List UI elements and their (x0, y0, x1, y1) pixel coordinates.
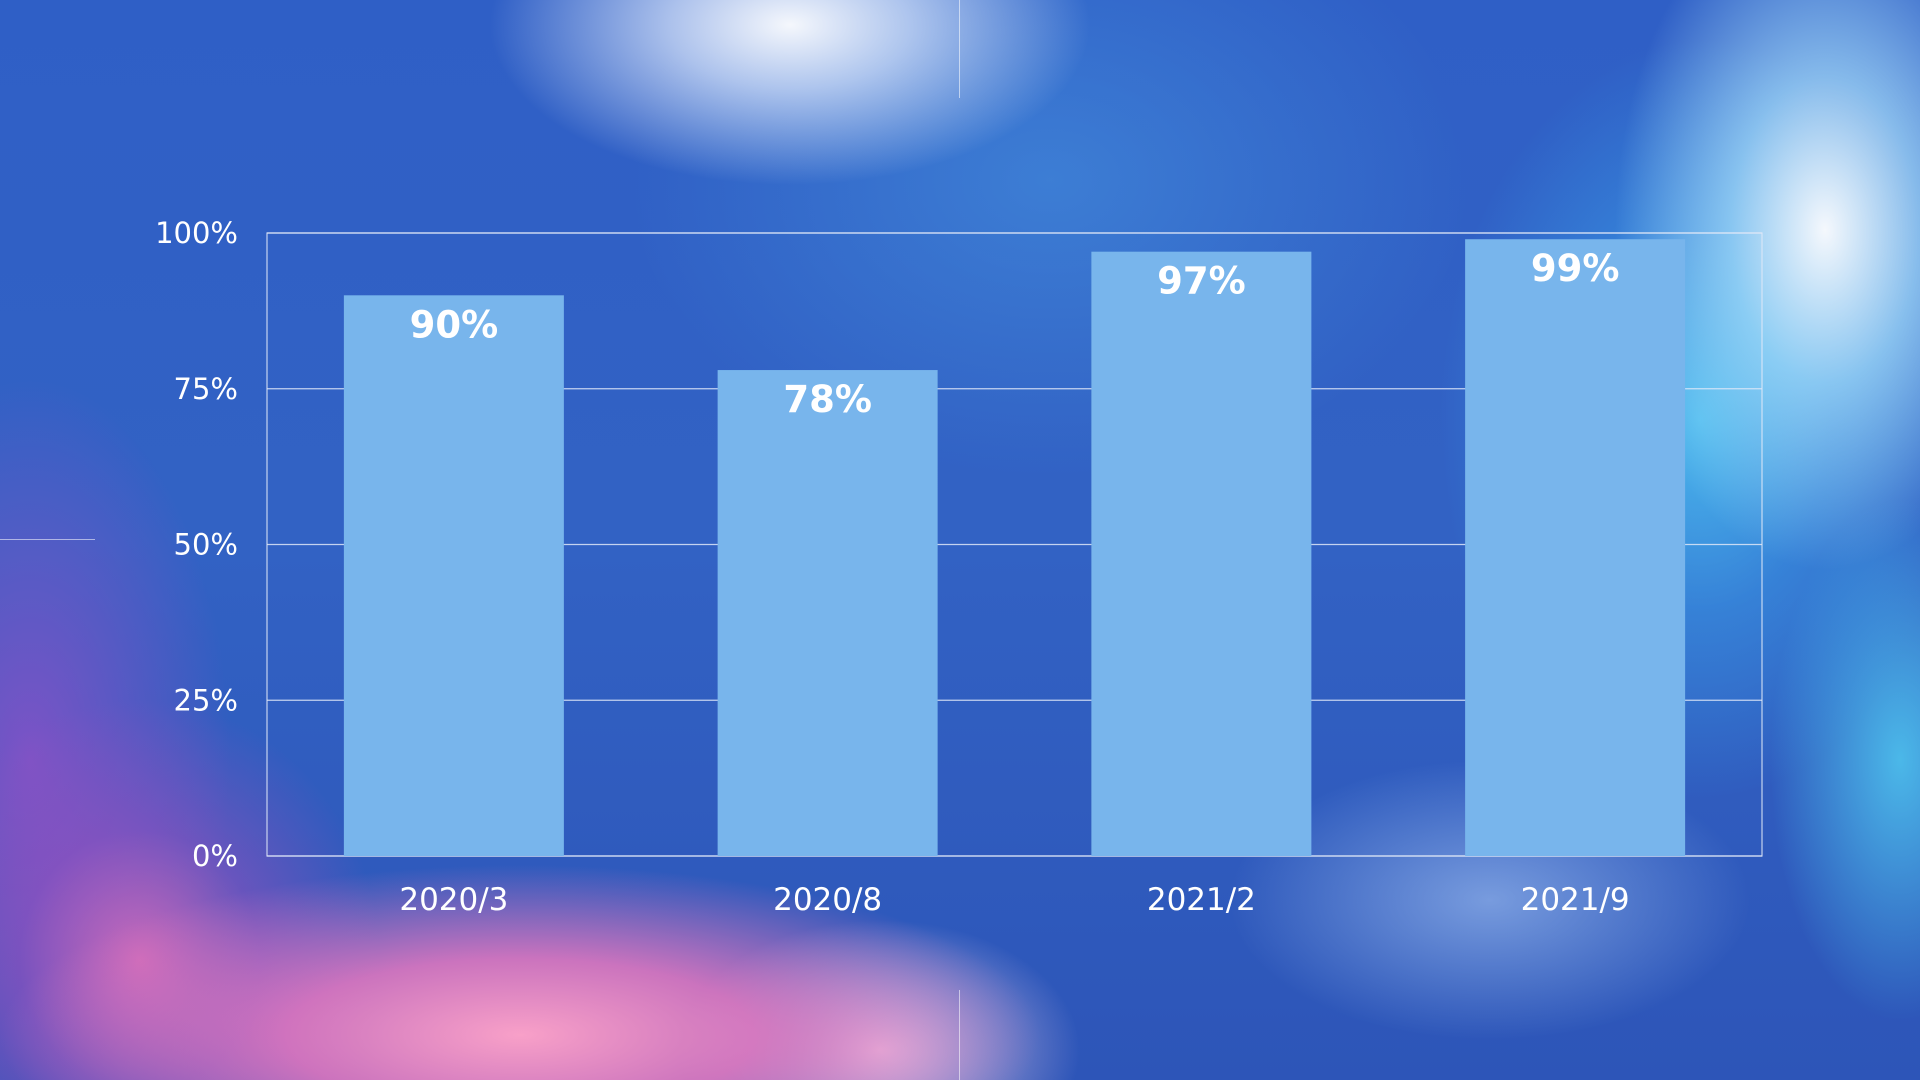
x-category-label: 2021/2 (1147, 882, 1256, 918)
y-tick-label: 100% (155, 216, 238, 250)
x-axis-category-labels: 2020/3 2020/8 2021/2 2021/9 (399, 882, 1629, 918)
y-axis-tick-labels: 0% 25% 50% 75% 100% (155, 216, 238, 873)
y-tick-label: 0% (192, 839, 238, 873)
x-category-label: 2020/8 (773, 882, 882, 918)
decorative-top-line (959, 0, 960, 98)
y-tick-label: 50% (174, 528, 238, 562)
bar-2021-9 (1465, 239, 1686, 857)
y-tick-label: 75% (174, 372, 238, 406)
bar-2021-2 (1091, 251, 1312, 856)
bar-data-label: 78% (783, 378, 872, 421)
x-category-label: 2020/3 (399, 882, 508, 918)
y-tick-label: 25% (174, 683, 238, 717)
bar-2020-8 (717, 370, 938, 856)
bar-data-label: 90% (410, 303, 499, 346)
plot-frame (266, 232, 1763, 857)
bar-data-label: 99% (1531, 247, 1620, 290)
data-labels: 90% 78% 97% 99% (410, 247, 1620, 421)
decorative-left-line (0, 539, 95, 540)
bars (343, 239, 1686, 857)
x-category-label: 2021/9 (1521, 882, 1630, 918)
bar-data-label: 97% (1157, 260, 1246, 303)
bar-2020-3 (343, 295, 564, 856)
decorative-bottom-line (959, 990, 960, 1080)
